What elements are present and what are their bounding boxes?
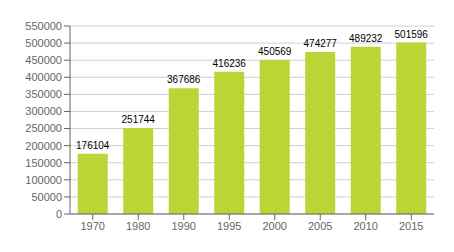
- svg-text:2005: 2005: [308, 220, 332, 232]
- svg-text:501596: 501596: [395, 29, 429, 40]
- svg-text:200000: 200000: [25, 140, 62, 152]
- svg-text:450569: 450569: [258, 46, 292, 57]
- svg-text:416236: 416236: [213, 58, 247, 69]
- svg-text:550000: 550000: [25, 20, 62, 32]
- svg-text:350000: 350000: [25, 88, 62, 100]
- svg-text:400000: 400000: [25, 71, 62, 83]
- svg-text:474277: 474277: [304, 38, 338, 49]
- svg-text:300000: 300000: [25, 105, 62, 117]
- svg-text:150000: 150000: [25, 157, 62, 169]
- svg-text:489232: 489232: [349, 33, 383, 44]
- svg-text:2010: 2010: [354, 220, 378, 232]
- svg-text:367686: 367686: [167, 74, 201, 85]
- svg-text:100000: 100000: [25, 174, 62, 186]
- svg-text:450000: 450000: [25, 54, 62, 66]
- svg-text:1970: 1970: [81, 220, 105, 232]
- svg-text:2000: 2000: [263, 220, 287, 232]
- svg-text:1995: 1995: [217, 220, 241, 232]
- svg-text:500000: 500000: [25, 37, 62, 49]
- svg-text:1990: 1990: [172, 220, 196, 232]
- svg-text:251744: 251744: [122, 114, 156, 125]
- svg-text:0: 0: [56, 208, 62, 220]
- svg-text:2015: 2015: [399, 220, 423, 232]
- svg-text:50000: 50000: [31, 191, 62, 203]
- svg-text:176104: 176104: [76, 140, 110, 151]
- svg-text:1980: 1980: [126, 220, 150, 232]
- svg-text:250000: 250000: [25, 122, 62, 134]
